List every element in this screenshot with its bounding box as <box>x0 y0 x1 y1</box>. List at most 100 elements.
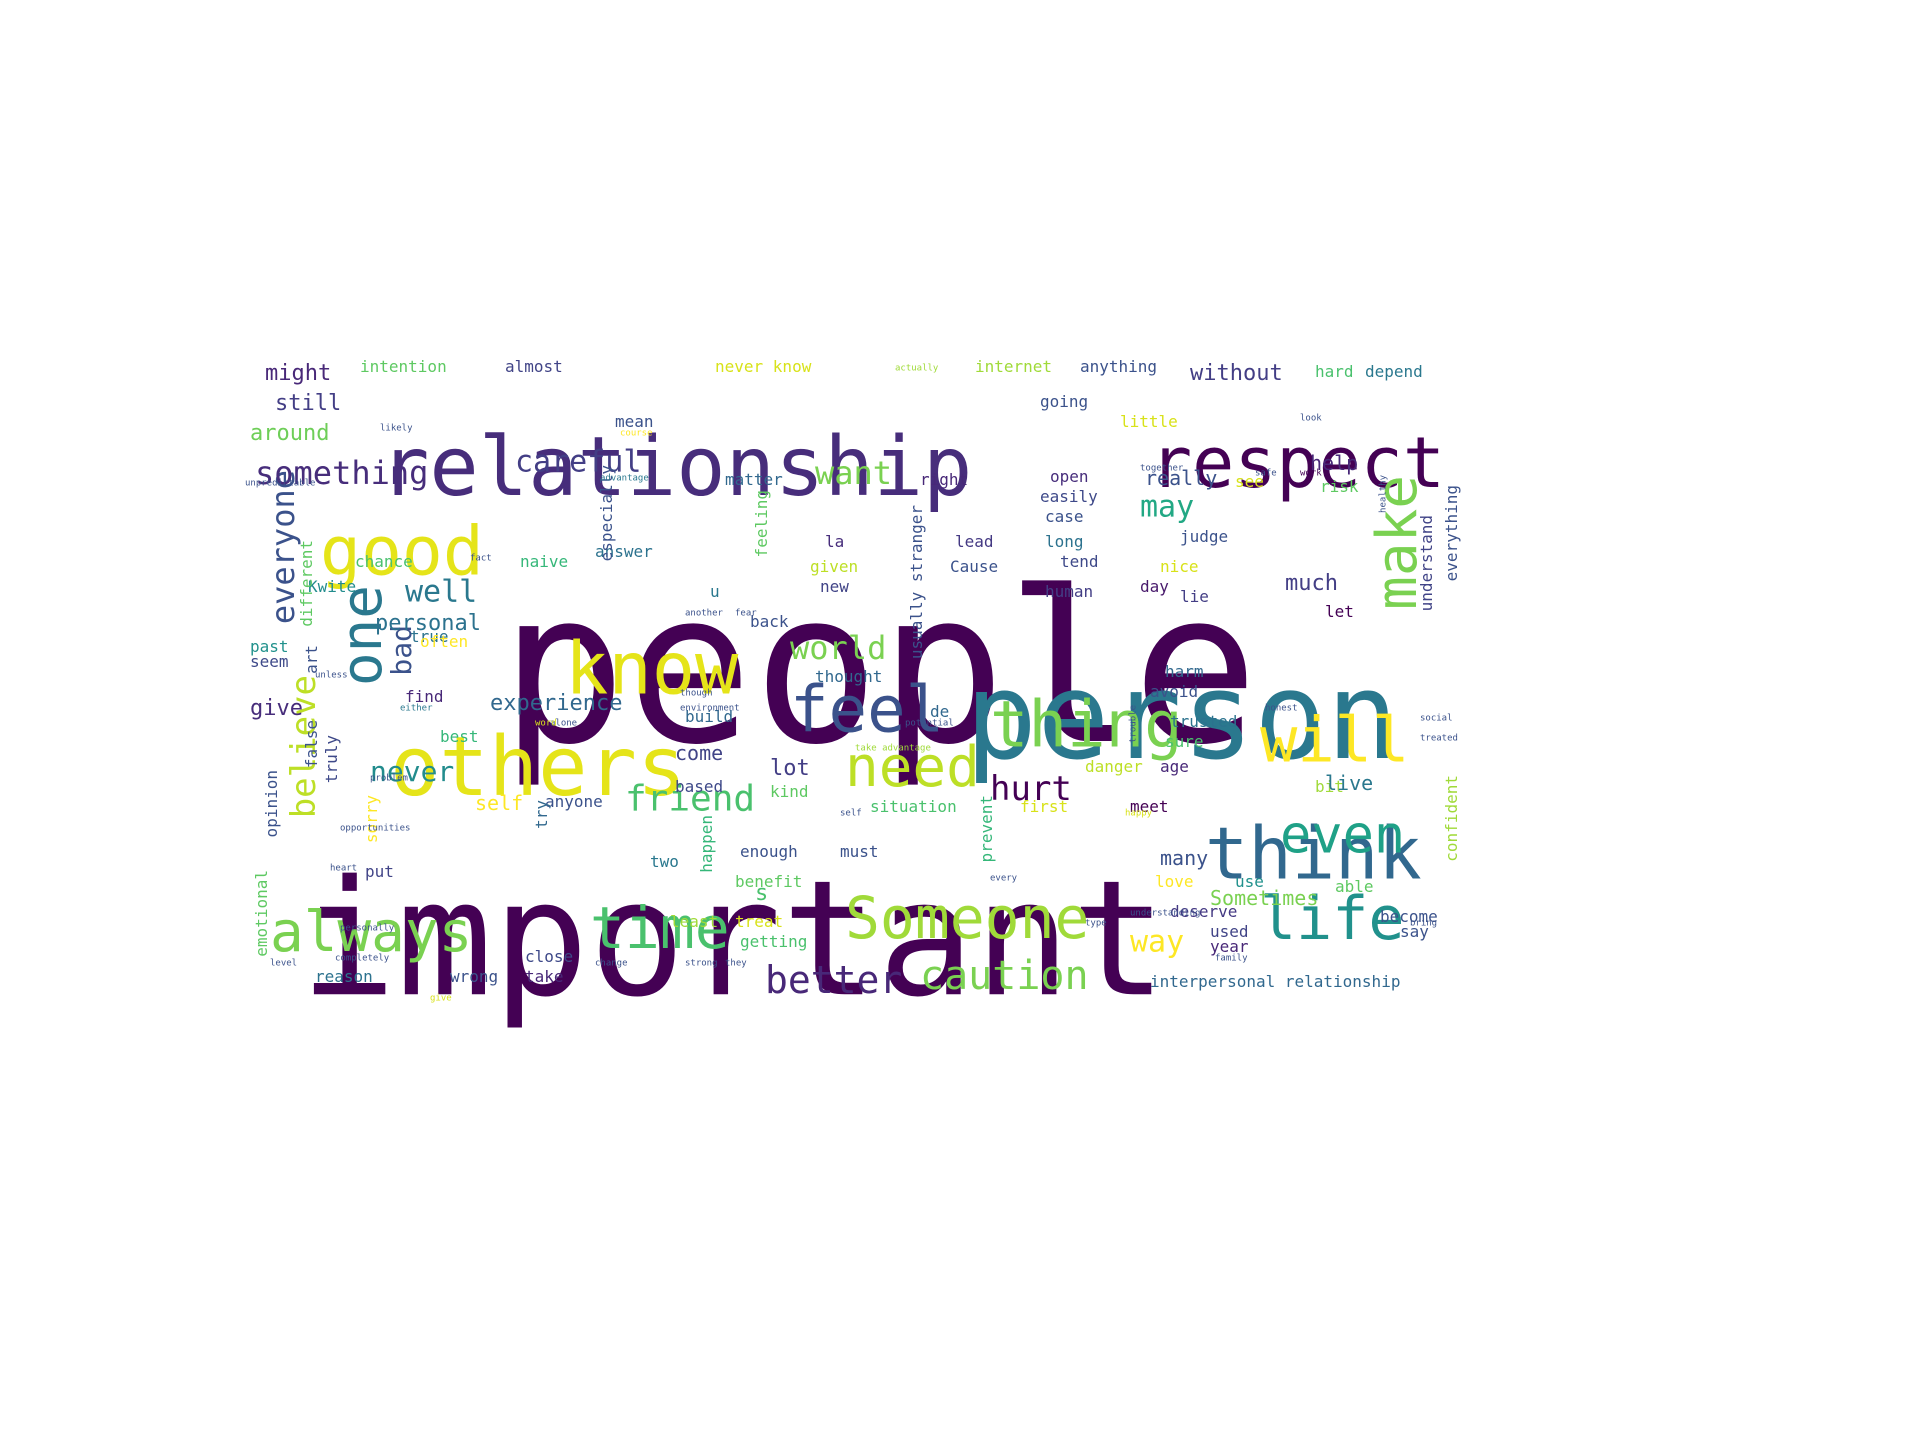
word-right: right <box>920 470 968 489</box>
word-naive: naive <box>520 552 568 571</box>
word-year: year <box>1210 937 1249 956</box>
word-best: best <box>440 727 479 746</box>
word-really: really <box>1145 466 1217 490</box>
word-art: art <box>302 645 321 674</box>
word-self: self <box>840 809 862 819</box>
word-good: good <box>320 513 484 592</box>
word-anything: anything <box>1080 357 1157 376</box>
word-word: word <box>535 719 557 729</box>
word-important: important <box>300 845 1167 1032</box>
word-age: age <box>1160 757 1189 776</box>
word-many: many <box>1160 846 1208 870</box>
word-answer: answer <box>595 542 653 561</box>
word-least: least <box>670 912 718 931</box>
word-think: think <box>1205 812 1422 896</box>
word-self: self <box>475 791 523 815</box>
word-they: they <box>725 959 747 969</box>
word-feeling: feeling <box>752 490 771 557</box>
word-mean: mean <box>615 412 654 431</box>
word-open: open <box>1050 467 1089 486</box>
word-will: will <box>1260 703 1409 776</box>
word-truly: truly <box>322 735 341 784</box>
word-enough: enough <box>740 842 798 861</box>
word-seem: seem <box>250 652 289 671</box>
word-know: know <box>565 627 739 711</box>
word-might: might <box>265 361 331 386</box>
word-often: often <box>420 632 468 651</box>
word-day: day <box>1140 577 1169 596</box>
word-though: though <box>680 689 713 699</box>
word-bit: bit <box>1315 777 1344 796</box>
word-potential: potential <box>905 719 954 729</box>
word-change: change <box>595 959 628 969</box>
word-based: based <box>675 777 723 796</box>
word-lie: lie <box>1180 587 1209 606</box>
word-close: close <box>525 947 573 966</box>
word-say: say <box>1400 922 1429 941</box>
word-cause: Cause <box>950 557 998 576</box>
word-chance: chance <box>355 552 413 571</box>
word-life: life <box>1260 884 1405 954</box>
word-long: long <box>1045 532 1084 551</box>
word-healthy: healthy <box>1379 474 1389 513</box>
word-put: put <box>365 862 394 881</box>
word-give: give <box>250 696 303 721</box>
word-problem: problem <box>370 774 408 784</box>
word-different: different <box>297 540 316 627</box>
word-live: live <box>1325 771 1373 795</box>
word-harm: harm <box>1165 662 1204 681</box>
word-make: make <box>1365 475 1430 610</box>
word-danger: danger <box>1085 757 1143 776</box>
word-hard: hard <box>1315 362 1354 381</box>
word-honest: honest <box>1265 704 1298 714</box>
word-usually-stranger: usually stranger <box>907 505 926 659</box>
word-advantage: advantage <box>600 474 649 484</box>
word-opinion: opinion <box>262 770 281 837</box>
word-always: always <box>270 900 472 965</box>
word-going: going <box>1040 392 1088 411</box>
word-time: time <box>590 894 730 962</box>
word-anyone: anyone <box>545 792 603 811</box>
word-lot: lot <box>770 756 810 781</box>
word-treated: treated <box>1420 734 1458 744</box>
word-way: way <box>1130 925 1184 960</box>
word-never-know: never know <box>715 357 812 376</box>
word-first: first <box>1020 797 1068 816</box>
word-completely: completely <box>335 954 390 964</box>
word-especially: especially <box>597 465 616 562</box>
word-caution: caution <box>920 953 1089 999</box>
word-back: back <box>750 612 789 631</box>
word-thing: thing <box>990 688 1183 762</box>
word-opportunities: opportunities <box>340 824 410 834</box>
word-others: others <box>390 720 686 815</box>
word-everyone: everyone <box>264 470 302 624</box>
word-someone: Someone <box>845 884 1089 952</box>
word-hurt: hurt <box>990 769 1072 809</box>
word-look: look <box>1300 414 1322 424</box>
word-careful: careful <box>515 445 641 480</box>
word-build: build <box>685 707 733 726</box>
word-almost: almost <box>505 357 563 376</box>
word-see: see <box>1235 472 1264 491</box>
word-must: must <box>840 842 879 861</box>
word-together: together <box>1140 464 1184 474</box>
word-sorry: sorry <box>362 795 381 844</box>
word-level: level <box>270 959 297 969</box>
word-take-advantage: take advantage <box>855 744 931 754</box>
word-given: given <box>810 557 858 576</box>
word-try: try <box>532 800 551 829</box>
word-nice: nice <box>1160 557 1199 576</box>
word-understand: understand <box>1417 515 1436 611</box>
word-trusted: trusted <box>1170 712 1237 731</box>
word-thought: thought <box>815 667 882 686</box>
word-everything: everything <box>1442 485 1461 581</box>
word-little: little <box>1120 412 1178 431</box>
word-deserve: deserve <box>1170 902 1237 921</box>
word-one: one <box>330 585 395 686</box>
word-alone: alone <box>550 719 577 729</box>
word-want: want <box>815 454 892 492</box>
word-still: still <box>275 391 341 416</box>
word-fear: fear <box>735 609 757 619</box>
word-every: every <box>990 874 1018 884</box>
word-false: false <box>302 720 321 768</box>
